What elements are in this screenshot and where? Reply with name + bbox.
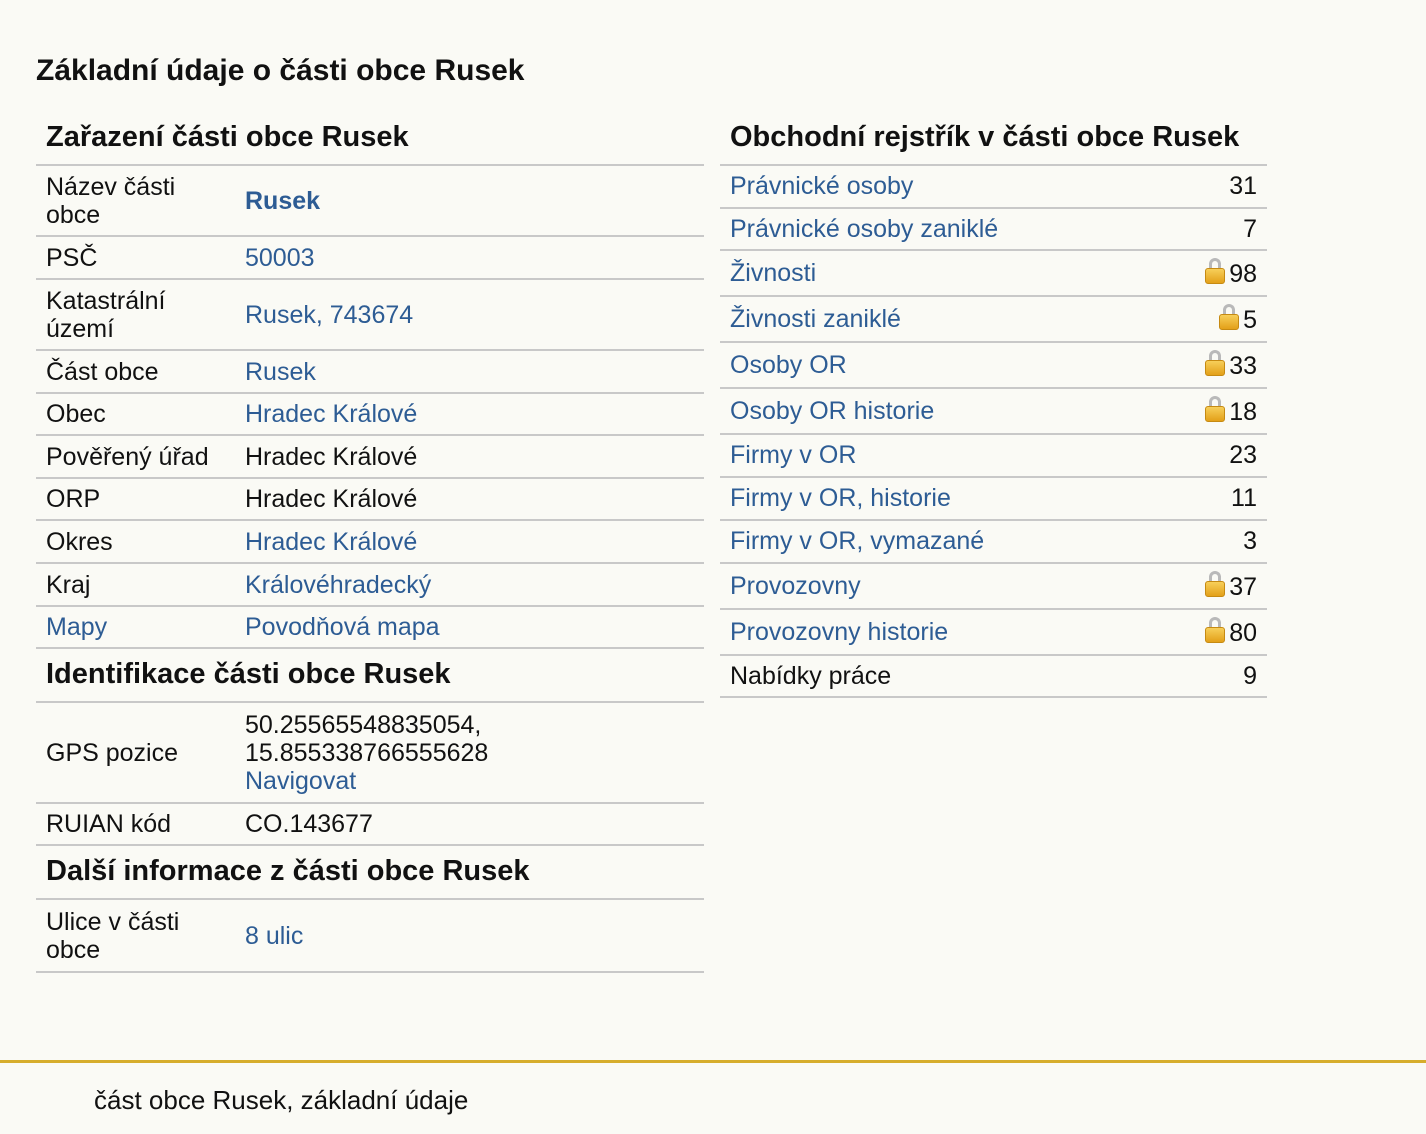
- row-label: PSČ: [36, 236, 235, 280]
- register-count: 7: [1157, 208, 1267, 251]
- register-link[interactable]: Firmy v OR, historie: [730, 484, 951, 512]
- table-row: Živnosti 98: [720, 250, 1267, 297]
- register-count: 98: [1229, 259, 1257, 288]
- municipality-link[interactable]: Hradec Králové: [245, 400, 418, 428]
- table-row: Živnosti zaniklé 5: [720, 296, 1267, 343]
- table-row: RUIAN kód CO.143677: [36, 803, 704, 846]
- table-row: Osoby OR 33: [720, 342, 1267, 389]
- table-row: Ulice v části obce 8 ulic: [36, 900, 704, 973]
- register-count: 31: [1157, 166, 1267, 209]
- row-label: Název části obce: [36, 166, 235, 237]
- table-row: Provozovny historie 80: [720, 609, 1267, 656]
- district-link[interactable]: Hradec Králové: [245, 527, 418, 556]
- row-label: RUIAN kód: [36, 803, 235, 846]
- gps-lat: 50.25565548835054,: [245, 710, 482, 739]
- table-row: Obec Hradec Králové: [36, 393, 704, 436]
- row-label: GPS pozice: [36, 703, 235, 804]
- register-count: 11: [1157, 477, 1267, 521]
- lock-icon: [1205, 616, 1226, 643]
- register-link[interactable]: Živnosti: [730, 258, 817, 287]
- region-link[interactable]: Královéhradecký: [245, 570, 432, 599]
- zarazeni-table: Název části obce Rusek PSČ 50003 Katastr…: [36, 166, 704, 649]
- row-label: Obec: [36, 393, 235, 436]
- register-link[interactable]: Živnosti zaniklé: [730, 304, 901, 333]
- table-row: Část obce Rusek: [36, 350, 704, 394]
- footer-text: část obce Rusek, základní údaje: [94, 1085, 469, 1115]
- register-count: 37: [1229, 572, 1257, 601]
- register-count: 80: [1229, 618, 1257, 647]
- authority-value: Hradec Králové: [235, 435, 704, 479]
- register-link[interactable]: Osoby OR: [730, 350, 847, 379]
- table-row: Firmy v OR 23: [720, 434, 1267, 478]
- identifikace-table: GPS pozice 50.25565548835054, 15.8553387…: [36, 703, 704, 846]
- table-row: Právnické osoby 31: [720, 166, 1267, 209]
- table-row: Firmy v OR, vymazané 3: [720, 520, 1267, 564]
- lock-icon: [1205, 257, 1226, 284]
- row-label: Ulice v části obce: [36, 900, 235, 973]
- row-label: ORP: [36, 478, 235, 521]
- register-link[interactable]: Firmy v OR, vymazané: [730, 527, 985, 555]
- register-count: 5: [1243, 305, 1257, 334]
- table-row: PSČ 50003: [36, 236, 704, 280]
- register-count: 33: [1229, 351, 1257, 380]
- cadastral-link[interactable]: Rusek, 743674: [245, 300, 414, 329]
- footer-divider: [0, 1060, 1426, 1063]
- register-count: 3: [1157, 520, 1267, 564]
- register-link[interactable]: Firmy v OR: [730, 441, 857, 469]
- dalsi-table: Ulice v části obce 8 ulic: [36, 900, 704, 973]
- row-label: Kraj: [36, 563, 235, 607]
- lock-icon: [1205, 570, 1226, 597]
- table-row: Název části obce Rusek: [36, 166, 704, 237]
- table-row: Mapy Povodňová mapa: [36, 606, 704, 649]
- navigate-link[interactable]: Navigovat: [245, 766, 357, 795]
- register-link[interactable]: Právnické osoby zaniklé: [730, 214, 999, 243]
- rejstrik-table: Právnické osoby 31 Právnické osoby zanik…: [720, 166, 1267, 698]
- flood-map-link[interactable]: Povodňová mapa: [245, 613, 440, 641]
- table-row: ORP Hradec Králové: [36, 478, 704, 521]
- row-label: Okres: [36, 520, 235, 564]
- table-row: Firmy v OR, historie 11: [720, 477, 1267, 521]
- register-label: Nabídky práce: [720, 655, 1158, 698]
- section-title-identifikace: Identifikace části obce Rusek: [36, 649, 704, 703]
- table-row: Právnické osoby zaniklé 7: [720, 208, 1267, 251]
- section-title-zarazeni: Zařazení části obce Rusek: [36, 112, 704, 166]
- orp-value: Hradec Králové: [235, 478, 704, 521]
- gps-lon: 15.855338766555628: [245, 738, 489, 767]
- maps-link[interactable]: Mapy: [46, 613, 108, 641]
- table-row: Osoby OR historie 18: [720, 388, 1267, 435]
- register-count: 18: [1229, 397, 1257, 426]
- register-link[interactable]: Právnické osoby: [730, 172, 914, 200]
- ruian-value: CO.143677: [235, 803, 704, 846]
- row-label: Pověřený úřad: [36, 435, 235, 479]
- table-row: GPS pozice 50.25565548835054, 15.8553387…: [36, 703, 704, 804]
- row-label: Katastrální území: [36, 279, 235, 351]
- right-column: Obchodní rejstřík v části obce Rusek Prá…: [720, 112, 1267, 698]
- table-row: Pověřený úřad Hradec Králové: [36, 435, 704, 479]
- table-row: Provozovny 37: [720, 563, 1267, 610]
- lock-icon: [1205, 395, 1226, 422]
- lock-icon: [1205, 349, 1226, 376]
- table-row: Katastrální území Rusek, 743674: [36, 279, 704, 351]
- streets-link[interactable]: 8 ulic: [245, 921, 304, 950]
- part-link[interactable]: Rusek: [245, 357, 316, 386]
- register-count: 23: [1157, 434, 1267, 478]
- row-label: Část obce: [36, 350, 235, 394]
- register-link[interactable]: Osoby OR historie: [730, 396, 935, 425]
- register-link[interactable]: Provozovny historie: [730, 617, 949, 646]
- register-count: 9: [1157, 655, 1267, 698]
- register-link[interactable]: Provozovny: [730, 571, 861, 600]
- part-name-link[interactable]: Rusek: [245, 186, 321, 215]
- lock-icon: [1219, 303, 1240, 330]
- left-column: Zařazení části obce Rusek Název části ob…: [36, 112, 704, 973]
- section-title-rejstrik: Obchodní rejstřík v části obce Rusek: [720, 112, 1267, 166]
- table-row: Okres Hradec Králové: [36, 520, 704, 564]
- table-row: Nabídky práce 9: [720, 655, 1267, 698]
- psc-link[interactable]: 50003: [245, 243, 315, 272]
- table-row: Kraj Královéhradecký: [36, 563, 704, 607]
- page-title: Základní údaje o části obce Rusek: [36, 54, 525, 87]
- section-title-dalsi: Další informace z části obce Rusek: [36, 846, 704, 900]
